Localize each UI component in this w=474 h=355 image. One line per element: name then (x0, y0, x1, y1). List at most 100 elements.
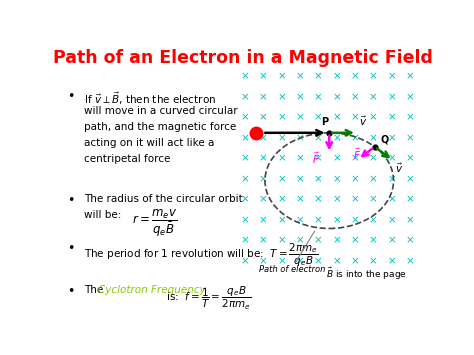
Text: ×: × (332, 236, 341, 246)
Text: ×: × (351, 72, 359, 82)
Text: ×: × (369, 174, 378, 184)
Text: $\vec{F}$: $\vec{F}$ (353, 147, 361, 162)
Text: ×: × (295, 236, 304, 246)
Text: ×: × (387, 92, 396, 102)
Text: ×: × (295, 92, 304, 102)
Text: ×: × (314, 72, 323, 82)
Text: ×: × (314, 154, 323, 164)
Text: ×: × (351, 133, 359, 143)
Text: ×: × (351, 113, 359, 123)
Text: ×: × (295, 174, 304, 184)
Text: ×: × (332, 92, 341, 102)
Text: ×: × (295, 215, 304, 225)
Text: ×: × (406, 174, 414, 184)
Text: ×: × (332, 133, 341, 143)
Text: ×: × (314, 256, 323, 266)
Text: ×: × (240, 72, 249, 82)
Text: ×: × (240, 174, 249, 184)
Text: $\vec{F}$: $\vec{F}$ (312, 151, 320, 166)
Text: ×: × (387, 113, 396, 123)
Text: ×: × (295, 72, 304, 82)
Text: ×: × (332, 113, 341, 123)
Text: If $\vec{v} \perp \vec{B}$, then the electron: If $\vec{v} \perp \vec{B}$, then the ele… (84, 91, 216, 107)
Text: ×: × (406, 195, 414, 205)
Text: The: The (84, 284, 106, 295)
Text: ×: × (240, 92, 249, 102)
Text: ×: × (387, 133, 396, 143)
Text: Path of an Electron in a Magnetic Field: Path of an Electron in a Magnetic Field (53, 49, 433, 67)
Text: •: • (67, 91, 75, 103)
Text: ×: × (259, 195, 267, 205)
Text: ×: × (332, 154, 341, 164)
Text: ×: × (351, 256, 359, 266)
Text: ×: × (314, 236, 323, 246)
Text: ×: × (240, 113, 249, 123)
Text: ×: × (369, 113, 378, 123)
Text: ×: × (351, 174, 359, 184)
Text: ×: × (406, 72, 414, 82)
Text: ×: × (351, 195, 359, 205)
Text: ×: × (314, 113, 323, 123)
Text: •: • (67, 284, 75, 297)
Text: ×: × (314, 215, 323, 225)
Text: ×: × (387, 154, 396, 164)
Text: Q: Q (380, 134, 389, 144)
Text: ×: × (387, 195, 396, 205)
Text: ×: × (369, 92, 378, 102)
Text: ×: × (314, 195, 323, 205)
Text: ×: × (295, 113, 304, 123)
Text: ×: × (369, 195, 378, 205)
Text: will move in a curved circular: will move in a curved circular (84, 106, 237, 116)
Text: acting on it will act like a: acting on it will act like a (84, 138, 214, 148)
Text: ×: × (332, 195, 341, 205)
Text: ×: × (369, 236, 378, 246)
Text: path, and the magnetic force: path, and the magnetic force (84, 122, 236, 132)
Text: ×: × (259, 256, 267, 266)
Text: ×: × (277, 92, 286, 102)
Text: ×: × (295, 256, 304, 266)
Text: ×: × (369, 215, 378, 225)
Text: ×: × (295, 195, 304, 205)
Text: ×: × (259, 215, 267, 225)
Text: ×: × (259, 236, 267, 246)
Text: ×: × (351, 236, 359, 246)
Text: P: P (321, 118, 328, 127)
Text: ×: × (240, 195, 249, 205)
Text: is:  $f = \dfrac{1}{T} = \dfrac{q_e B}{2\pi m_e}$: is: $f = \dfrac{1}{T} = \dfrac{q_e B}{2\… (163, 284, 251, 312)
Text: ×: × (259, 174, 267, 184)
Text: ×: × (332, 174, 341, 184)
Text: ×: × (406, 92, 414, 102)
Text: The period for 1 revolution will be:  $T = \dfrac{2\pi m_e}{q_e B}$: The period for 1 revolution will be: $T … (84, 242, 319, 269)
Text: The radius of the circular orbit: The radius of the circular orbit (84, 194, 243, 204)
Text: ×: × (332, 256, 341, 266)
Text: ×: × (406, 154, 414, 164)
Text: ×: × (406, 215, 414, 225)
Text: ×: × (259, 133, 267, 143)
Text: ×: × (277, 195, 286, 205)
Text: ×: × (369, 154, 378, 164)
Text: ×: × (314, 92, 323, 102)
Text: $\vec{v}$: $\vec{v}$ (359, 114, 367, 128)
Text: ×: × (259, 92, 267, 102)
Text: ×: × (259, 154, 267, 164)
Text: ×: × (369, 133, 378, 143)
Text: Path of electron: Path of electron (259, 266, 326, 274)
Text: ×: × (406, 256, 414, 266)
Text: •: • (67, 242, 75, 255)
Text: ×: × (240, 215, 249, 225)
Text: ×: × (387, 215, 396, 225)
Text: ×: × (240, 154, 249, 164)
Text: ×: × (277, 174, 286, 184)
Text: ×: × (240, 133, 249, 143)
Text: ×: × (277, 133, 286, 143)
Text: ×: × (351, 92, 359, 102)
Text: $\vec{v}$: $\vec{v}$ (395, 162, 403, 175)
Text: ×: × (406, 133, 414, 143)
Text: $r = \dfrac{m_e v}{q_e \bar{B}}$: $r = \dfrac{m_e v}{q_e \bar{B}}$ (132, 208, 177, 239)
Text: will be:: will be: (84, 210, 121, 220)
Text: ×: × (295, 133, 304, 143)
Text: ×: × (406, 236, 414, 246)
Text: ×: × (314, 174, 323, 184)
Text: ×: × (387, 256, 396, 266)
Text: ×: × (259, 72, 267, 82)
